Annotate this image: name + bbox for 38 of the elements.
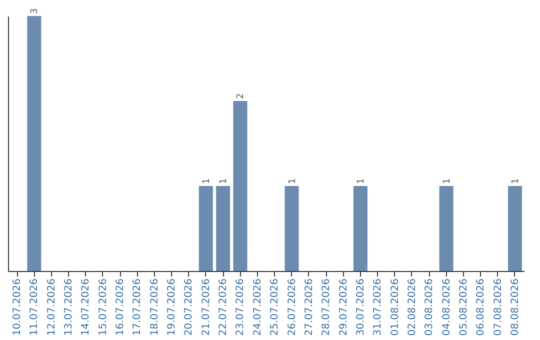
x-tick-label: 26.07.2026 xyxy=(286,278,298,336)
x-tick-label: 12.07.2026 xyxy=(46,278,58,336)
x-tick-label: 29.07.2026 xyxy=(338,278,350,336)
x-tick-label: 23.07.2026 xyxy=(235,278,246,336)
x-tick-label: 22.07.2026 xyxy=(218,278,230,336)
x-tick-label: 19.07.2026 xyxy=(166,278,178,336)
data-label: 1 xyxy=(219,178,230,184)
x-tick-label: 10.07.2026 xyxy=(12,278,24,336)
data-label: 1 xyxy=(356,178,366,184)
x-tick-label: 16.07.2026 xyxy=(115,278,126,336)
x-tick-label: 17.07.2026 xyxy=(132,278,144,336)
x-tick-label: 05.08.2026 xyxy=(458,278,470,336)
x-tick-label: 07.08.2026 xyxy=(492,278,504,336)
x-tick-label: 30.07.2026 xyxy=(355,278,366,336)
x-tick-label: 20.07.2026 xyxy=(184,278,195,336)
x-tick-label: 27.07.2026 xyxy=(304,278,315,336)
data-label: 1 xyxy=(202,178,212,184)
x-tick-label: 28.07.2026 xyxy=(321,278,332,336)
x-tick-label: 01.08.2026 xyxy=(390,278,401,336)
data-label: 3 xyxy=(30,8,40,14)
x-tick-label: 13.07.2026 xyxy=(64,278,75,336)
data-label: 1 xyxy=(288,178,298,184)
x-tick-label: 11.07.2026 xyxy=(29,278,40,336)
data-label: 1 xyxy=(510,178,521,184)
x-tick-label: 08.08.2026 xyxy=(510,278,521,336)
x-tick-label: 03.08.2026 xyxy=(424,278,436,336)
x-tick-label: 21.07.2026 xyxy=(200,278,212,336)
x-tick-label: 31.07.2026 xyxy=(372,278,384,336)
x-tick-label: 02.08.2026 xyxy=(406,278,418,336)
x-tick-label: 15.07.2026 xyxy=(98,278,109,336)
data-label: 1 xyxy=(442,178,452,184)
x-tick-label: 14.07.2026 xyxy=(80,278,92,336)
data-label: 2 xyxy=(236,93,246,99)
x-tick-label: 18.07.2026 xyxy=(149,278,160,336)
x-tick-label: 06.08.2026 xyxy=(476,278,487,336)
x-tick-label: 04.08.2026 xyxy=(441,278,452,336)
x-tick-label: 25.07.2026 xyxy=(270,278,281,336)
x-tick-label: 24.07.2026 xyxy=(252,278,264,336)
